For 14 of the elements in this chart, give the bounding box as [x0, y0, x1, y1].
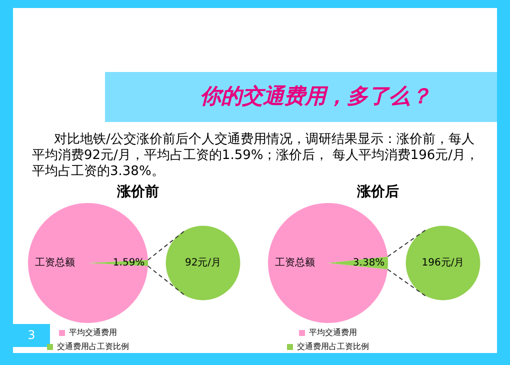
text: 你的交通费用，多了么？: [200, 83, 431, 110]
text: 对比地铁/公交涨价前后个人交通费用情况，调研结果显示：涨价前，每人平均消费92元/月，平均占工资的1.59%；涨价后， 每人平均消费196元/月，平均占工资的3.38%。: [32, 132, 480, 180]
text: 3: [13, 324, 50, 347]
legend-label: 交通费用占工资比例: [297, 342, 369, 352]
legend-label: 平均交通费用: [69, 328, 117, 338]
legend-label: 交通费用占工资比例: [57, 342, 129, 352]
chart-title: 涨价前: [116, 183, 160, 202]
data-label: 3.38%: [352, 258, 385, 269]
chart-title: 涨价后: [356, 183, 400, 202]
text: 196元/月: [422, 258, 464, 269]
text: 92元/月: [184, 258, 222, 269]
data-label: 工资总额: [35, 256, 75, 269]
legend-label: 平均交通费用: [309, 328, 357, 338]
data-label: 工资总额: [275, 256, 315, 269]
